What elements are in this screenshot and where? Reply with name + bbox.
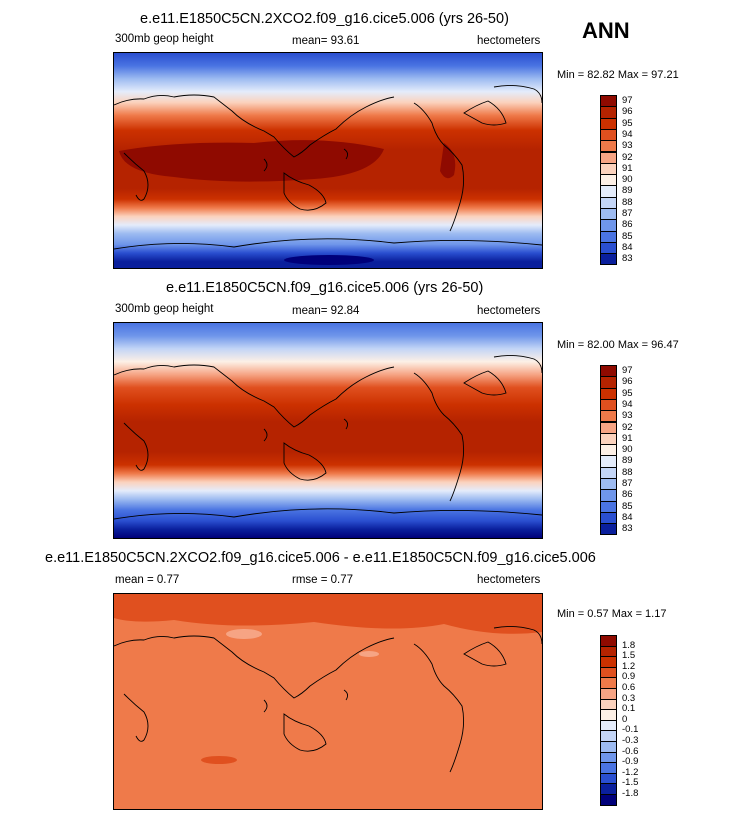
- colorbar-label: 91: [622, 162, 633, 174]
- variable-label: 300mb geop height: [115, 303, 214, 315]
- colorbar: 97 96 95 94 93 92 91 90 89 88 87 86 85 84 83: [600, 365, 660, 536]
- mean-label: mean= 92.84: [292, 305, 360, 317]
- colorbar-box: [600, 523, 617, 536]
- colorbar-label: -0.1: [622, 724, 639, 736]
- colorbar-label: 1.2: [622, 660, 636, 672]
- units-label: hectometers: [477, 35, 541, 47]
- colorbar-label: 88: [622, 466, 633, 478]
- colorbar-label: 83: [622, 523, 633, 535]
- colorbar-label: 1.5: [622, 650, 636, 662]
- coastlines: [114, 84, 542, 250]
- colorbar-label: -0.3: [622, 735, 639, 746]
- colorbar-box: [600, 253, 617, 266]
- colorbar-label: 89: [622, 185, 633, 197]
- colorbar-label: 0.3: [622, 692, 636, 704]
- colorbar-label: 84: [622, 511, 633, 523]
- colorbar-label: 90: [622, 174, 633, 186]
- mean-label: mean= 93.61: [292, 35, 360, 47]
- colorbar-label: -1.5: [622, 777, 639, 789]
- contour-map: [113, 322, 543, 539]
- colorbar-label: 86: [622, 489, 633, 501]
- mean-label: mean = 0.77: [115, 574, 180, 586]
- colorbar-label: 84: [622, 241, 633, 253]
- colorbar-label: 0.1: [622, 703, 636, 715]
- colorbar-label: 96: [622, 376, 633, 388]
- colorbar-label: 83: [622, 253, 633, 265]
- colorbar-label: 96: [622, 106, 633, 118]
- colorbar-label: 1.8: [622, 639, 636, 651]
- panel-title: e.e11.E1850C5CN.2XCO2.f09_g16.cice5.006 …: [45, 550, 596, 566]
- variable-label: 300mb geop height: [115, 33, 214, 45]
- high-anomaly-region: [201, 756, 237, 764]
- colorbar-label: 92: [622, 421, 633, 433]
- colorbar: 1.8 1.5 1.2 0.9 0.6 0.3 0.1 0 -0.1 -0.3 -0.6 -0.9 -1…: [600, 635, 660, 806]
- colorbar-box: [600, 794, 617, 806]
- colorbar-label: 87: [622, 478, 633, 489]
- colorbar-label: 94: [622, 128, 633, 140]
- colorbar-label: 93: [622, 140, 633, 152]
- colorbar-label: 94: [622, 398, 633, 410]
- coastlines: [114, 354, 542, 520]
- colorbar-label: 95: [622, 387, 633, 399]
- cold-min-region: [284, 255, 374, 265]
- contour-map: [113, 593, 543, 810]
- colorbar-label: 97: [622, 95, 633, 106]
- colorbar-label: -1.8: [622, 788, 639, 799]
- high-anomaly-region: [114, 594, 542, 634]
- contour-map: [113, 52, 543, 269]
- low-anomaly-region: [359, 651, 379, 657]
- colorbar-label: 87: [622, 208, 633, 219]
- minmax-label: Min = 82.00 Max = 96.47: [557, 339, 679, 351]
- rmse-label: rmse = 0.77: [292, 574, 354, 586]
- colorbar: 97 96 95 94 93 92 91 90 89 88 87 86 85 84 83: [600, 95, 660, 266]
- colorbar-label: 90: [622, 444, 633, 456]
- low-anomaly-region: [226, 629, 262, 639]
- units-label: hectometers: [477, 574, 541, 586]
- colorbar-label: 0.6: [622, 682, 636, 693]
- panel-title: e.e11.E1850C5CN.2XCO2.f09_g16.cice5.006 …: [140, 11, 509, 27]
- colorbar-label: -0.6: [622, 745, 639, 757]
- colorbar-label: 92: [622, 151, 633, 163]
- colorbar-label: 85: [622, 500, 633, 512]
- units-label: hectometers: [477, 305, 541, 317]
- colorbar-label: 97: [622, 365, 633, 376]
- panel-title: e.e11.E1850C5CN.f09_g16.cice5.006 (yrs 2…: [166, 280, 484, 296]
- colorbar-label: 93: [622, 410, 633, 422]
- colorbar-label: -1.2: [622, 766, 639, 778]
- minmax-label: Min = 82.82 Max = 97.21: [557, 69, 679, 81]
- colorbar-label: 89: [622, 455, 633, 467]
- colorbar-label: 0: [622, 713, 628, 725]
- season-label: ANN: [582, 18, 630, 43]
- colorbar-label: -0.9: [622, 756, 639, 768]
- minmax-label: Min = 0.57 Max = 1.17: [557, 608, 667, 620]
- colorbar-label: 85: [622, 230, 633, 242]
- colorbar-label: 86: [622, 219, 633, 231]
- colorbar-label: 0.9: [622, 671, 636, 683]
- colorbar-label: 95: [622, 117, 633, 129]
- warm-max-region: [119, 140, 384, 182]
- colorbar-label: 88: [622, 196, 633, 208]
- colorbar-label: 91: [622, 432, 633, 444]
- coastlines: [114, 625, 542, 773]
- field-fill: [114, 323, 542, 538]
